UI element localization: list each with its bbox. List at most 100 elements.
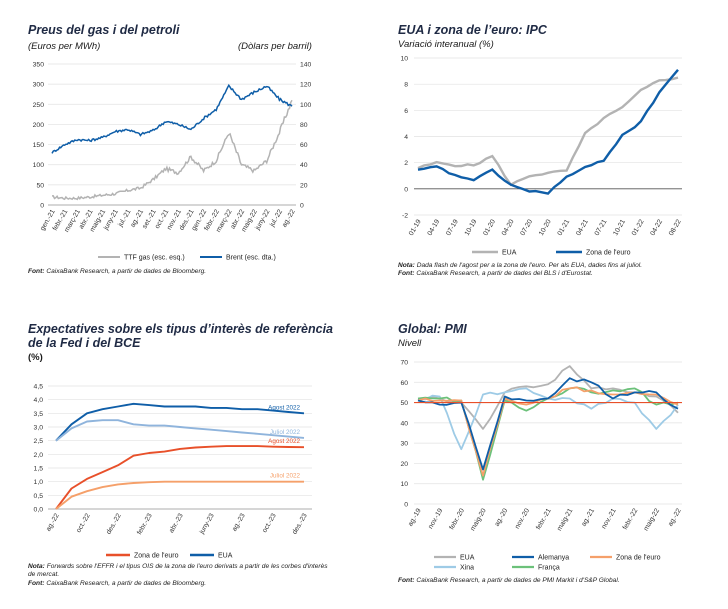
x-tick-label: ag.-23 [231, 512, 247, 532]
series-end-label: Agost 2022 [268, 438, 300, 445]
series-end-label: Juliol 2022 [270, 473, 301, 480]
y-left-tick-label: 100 [33, 162, 45, 169]
x-tick-label: ag.-22 [281, 208, 297, 228]
series-line-ttf-gas [52, 99, 293, 201]
legend-label: TTF gas (esc. esq.) [124, 255, 185, 262]
x-tick-label: maig-22 [643, 507, 661, 532]
x-tick-label: 01-20 [482, 218, 497, 237]
series-line [55, 480, 304, 510]
x-tick-label: nov.-20 [514, 507, 531, 530]
y-tick-label: 2,5 [34, 438, 44, 445]
y-right-tick-label: 60 [300, 142, 308, 149]
ipc-note: Nota: Dada flash de l'agost per a la zon… [398, 262, 643, 278]
legend-label: França [538, 565, 560, 572]
ipc-subtitle: Variació interanual (%) [398, 39, 494, 50]
ipc-panel: EUA i zona de l’euro: IPC Variació inter… [364, 0, 728, 290]
rates-chart-title-line1: Expectatives sobre els tipus d’interès d… [28, 322, 333, 336]
x-tick-label: 04-21 [575, 218, 590, 237]
y-tick-label: 2,0 [34, 452, 44, 459]
x-tick-label: 01-19 [408, 218, 423, 237]
x-tick-label: ag.-19 [407, 507, 423, 527]
series-line [417, 386, 679, 477]
y-tick-label: 30 [400, 441, 408, 448]
series-line-euro-area [417, 69, 679, 195]
rates-unit: (%) [28, 352, 43, 363]
x-tick-label: des.-22 [105, 512, 123, 535]
x-tick-label: juny-23 [198, 512, 216, 536]
gas-oil-chart: 050100150200250300350020406080100120140g… [33, 62, 312, 262]
y-tick-label: 50 [400, 400, 408, 407]
legend-label: EUA [218, 553, 233, 560]
y-tick-label: 0 [404, 502, 408, 509]
gas-right-unit: (Dòlars per barril) [238, 41, 312, 52]
x-tick-label: oct.-22 [75, 512, 92, 534]
legend-label: EUA [502, 250, 517, 257]
x-tick-label: febr.-23 [136, 512, 154, 536]
x-tick-label: 10-21 [612, 218, 627, 237]
series-line-usa [417, 76, 679, 187]
y-tick-label: 8 [404, 82, 408, 89]
x-tick-label: 04-19 [427, 218, 442, 237]
series-line-brent [51, 83, 293, 154]
pmi-subtitle: Nivell [398, 338, 422, 349]
y-right-tick-label: 120 [300, 82, 312, 89]
y-right-tick-label: 0 [300, 203, 304, 210]
y-left-tick-label: 0 [40, 203, 44, 210]
y-right-tick-label: 20 [300, 182, 308, 189]
gas-source: Font: CaixaBank Research, a partir de da… [28, 268, 207, 275]
legend-label: EUA [460, 555, 475, 562]
y-tick-label: 4 [404, 134, 408, 141]
rates-chart-title-line2: de la Fed i del BCE [28, 336, 141, 350]
x-tick-label: 04-22 [649, 218, 664, 237]
y-tick-label: 60 [400, 380, 408, 387]
series-line [55, 419, 305, 442]
y-tick-label: 70 [400, 360, 408, 367]
x-tick-label: nov.-19 [427, 507, 444, 530]
x-tick-label: maig-21 [556, 507, 574, 532]
y-left-tick-label: 200 [33, 122, 45, 129]
y-tick-label: 6 [404, 108, 408, 115]
y-right-tick-label: 140 [300, 62, 312, 69]
ipc-chart-title: EUA i zona de l’euro: IPC [398, 23, 547, 37]
x-tick-label: febr.-20 [448, 507, 466, 531]
x-tick-label: 07-21 [594, 218, 609, 237]
series-line [417, 377, 679, 471]
x-tick-label: 08-22 [668, 218, 683, 237]
legend-label: Alemanya [538, 555, 569, 562]
y-tick-label: 10 [400, 56, 408, 63]
x-tick-label: febr.-22 [622, 507, 640, 531]
legend-label: Zona de l'euro [616, 555, 661, 562]
y-tick-label: 0 [404, 186, 408, 193]
x-tick-label: ag.-22 [667, 507, 683, 527]
x-tick-label: 04-20 [501, 218, 516, 237]
x-tick-label: 01-22 [631, 218, 646, 237]
x-tick-label: ag.-22 [45, 512, 61, 532]
y-tick-label: -2 [402, 213, 408, 220]
x-tick-label: nov.-21 [601, 507, 618, 530]
series-line [55, 445, 305, 510]
y-left-tick-label: 350 [33, 62, 45, 69]
y-tick-label: 0,0 [34, 507, 44, 514]
legend-label: Zona de l'euro [586, 250, 631, 257]
y-left-tick-label: 300 [33, 82, 45, 89]
y-tick-label: 0,5 [34, 493, 44, 500]
x-tick-label: ag.-20 [494, 507, 510, 527]
x-tick-label: ag.-21 [580, 507, 596, 527]
x-tick-label: febr.-21 [535, 507, 553, 531]
series-line [417, 386, 679, 481]
x-tick-label: des.-23 [291, 512, 309, 535]
y-tick-label: 4,0 [34, 397, 44, 404]
gas-left-unit: (Euros per MWh) [28, 41, 101, 52]
x-tick-label: 01-21 [557, 218, 572, 237]
y-tick-label: 20 [400, 461, 408, 468]
rates-panel: Expectatives sobre els tipus d’interès d… [0, 304, 364, 609]
legend-label: Brent (esc. dta.) [226, 255, 276, 262]
y-left-tick-label: 150 [33, 142, 45, 149]
y-tick-label: 2 [404, 160, 408, 167]
rates-chart: 0,0 0,5 1,0 1,5 2,0 2,5 3,0 3,5 4,0 4,5 ag.-22 oct.… [34, 384, 312, 560]
x-tick-label: 10-20 [538, 218, 553, 237]
gas-chart-title: Preus del gas i del petroli [28, 23, 180, 37]
gas-oil-panel: Preus del gas i del petroli (Euros per M… [0, 0, 364, 290]
pmi-chart-title: Global: PMI [398, 322, 467, 336]
